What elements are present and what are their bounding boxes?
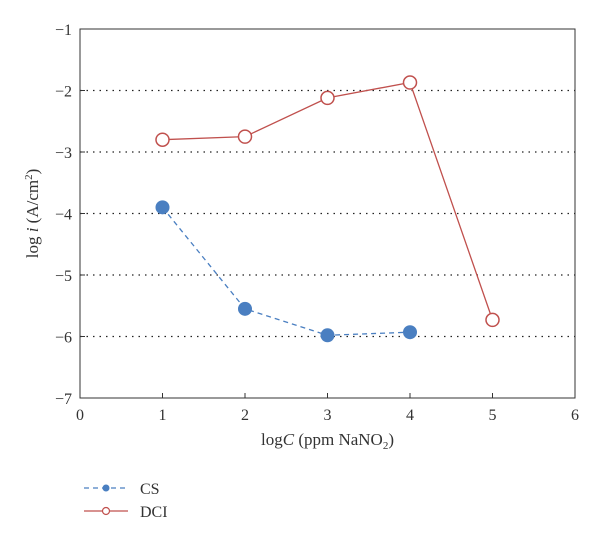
series-line-cs — [161, 206, 411, 336]
data-point-dci — [320, 90, 335, 106]
y-axis-label: log i (A/cm2) — [23, 169, 42, 259]
y-axis-label-main: log — [23, 232, 42, 258]
x-tick-label: 4 — [406, 407, 414, 424]
legend-marker-dci — [101, 506, 111, 516]
data-point-cs — [403, 325, 417, 340]
x-tick-label: 6 — [571, 407, 579, 424]
x-axis-label-unit-close: ) — [388, 430, 394, 449]
x-axis-ticks: 0 1 2 3 4 5 6 — [76, 393, 579, 424]
series-line-dci — [162, 81, 494, 321]
legend: CS DCI — [84, 481, 168, 521]
x-axis-label-subscript: 2 — [383, 440, 389, 452]
data-point-cs — [320, 328, 335, 343]
series-layer — [155, 75, 500, 343]
y-axis-label-superscript: 2 — [23, 174, 35, 180]
x-tick-label: 2 — [241, 407, 249, 424]
legend-label-dci: DCI — [140, 504, 168, 521]
y-axis-label-unit-close: ) — [23, 169, 42, 175]
legend-label-cs: CS — [140, 481, 160, 498]
x-axis-label: logC (ppm NaNO2) — [261, 430, 394, 452]
gridlines — [80, 89, 575, 338]
x-axis-label-main: log — [261, 430, 283, 449]
x-tick-label: 1 — [159, 407, 167, 424]
y-tick-label: −4 — [55, 207, 72, 224]
x-tick-label: 0 — [76, 407, 84, 424]
y-axis-label-unit: (A/cm — [23, 180, 42, 228]
y-tick-label: −3 — [55, 145, 72, 162]
y-tick-label: −6 — [55, 330, 72, 347]
x-axis-label-unit: (ppm NaNO — [294, 430, 383, 449]
data-point-dci — [402, 75, 418, 90]
data-point-dci — [485, 312, 500, 328]
x-axis-label-variable: C — [283, 430, 295, 449]
y-tick-label: −5 — [55, 268, 72, 285]
data-point-dci — [237, 129, 253, 144]
y-axis-ticks: −7 −6 −5 −4 −3 −2 −1 — [55, 22, 85, 408]
x-tick-label: 3 — [324, 407, 332, 424]
legend-marker-cs — [102, 484, 110, 492]
y-tick-label: −1 — [55, 22, 72, 39]
x-tick-label: 5 — [489, 407, 497, 424]
data-point-cs — [155, 200, 170, 215]
y-axis-label-variable: i — [23, 227, 42, 232]
y-tick-label: −2 — [55, 84, 72, 101]
y-tick-label: −7 — [55, 391, 72, 408]
data-point-dci — [155, 132, 170, 147]
data-point-cs — [238, 301, 252, 316]
